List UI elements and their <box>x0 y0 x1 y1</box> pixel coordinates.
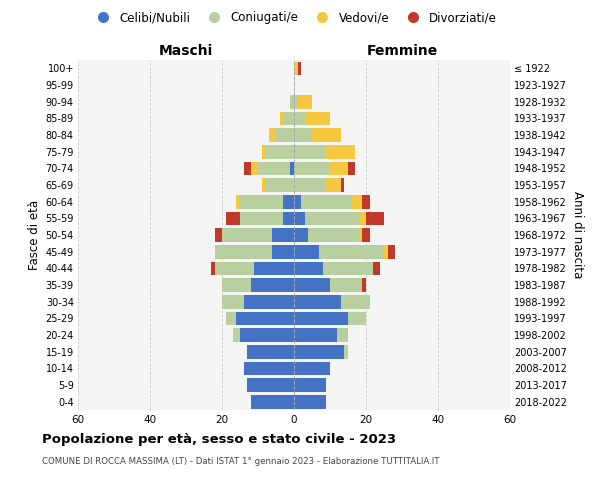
Bar <box>294 278 330 292</box>
Bar <box>308 228 359 242</box>
Bar <box>341 295 370 308</box>
Bar <box>233 328 240 342</box>
Bar <box>294 395 326 408</box>
Bar <box>251 395 294 408</box>
Bar <box>254 262 294 275</box>
Bar <box>362 278 366 292</box>
Bar <box>294 62 298 75</box>
Bar <box>319 245 384 258</box>
Bar <box>366 212 384 225</box>
Bar <box>330 278 362 292</box>
Bar <box>222 278 251 292</box>
Bar <box>222 295 244 308</box>
Bar <box>236 312 294 325</box>
Bar <box>388 245 395 258</box>
Bar <box>294 128 312 142</box>
Bar <box>294 178 326 192</box>
Bar <box>294 212 305 225</box>
Bar <box>215 262 254 275</box>
Bar <box>348 162 355 175</box>
Bar <box>240 212 283 225</box>
Bar <box>326 178 341 192</box>
Bar <box>283 112 294 125</box>
Bar <box>305 112 330 125</box>
Y-axis label: Anni di nascita: Anni di nascita <box>571 192 584 278</box>
Bar <box>265 178 294 192</box>
Text: Maschi: Maschi <box>159 44 213 58</box>
Bar <box>352 195 362 208</box>
Bar <box>211 262 215 275</box>
Bar <box>344 345 348 358</box>
Bar <box>290 95 294 108</box>
Bar <box>294 112 305 125</box>
Y-axis label: Fasce di età: Fasce di età <box>28 200 41 270</box>
Bar <box>290 162 294 175</box>
Bar <box>294 378 326 392</box>
Bar <box>348 312 366 325</box>
Bar <box>244 362 294 375</box>
Bar <box>294 228 308 242</box>
Bar <box>294 345 344 358</box>
Bar <box>384 245 388 258</box>
Bar <box>247 378 294 392</box>
Bar <box>294 145 326 158</box>
Bar <box>301 195 352 208</box>
Bar <box>294 295 341 308</box>
Bar <box>251 278 294 292</box>
Bar <box>323 262 373 275</box>
Bar <box>265 145 294 158</box>
Text: Popolazione per età, sesso e stato civile - 2023: Popolazione per età, sesso e stato civil… <box>42 432 396 446</box>
Bar <box>215 245 272 258</box>
Bar <box>244 162 251 175</box>
Bar <box>341 178 344 192</box>
Bar <box>280 112 283 125</box>
Bar <box>272 228 294 242</box>
Bar <box>294 95 298 108</box>
Bar <box>326 145 355 158</box>
Bar <box>362 195 370 208</box>
Bar <box>294 312 348 325</box>
Bar <box>236 195 240 208</box>
Bar <box>262 145 265 158</box>
Bar <box>269 128 276 142</box>
Bar <box>337 328 348 342</box>
Bar <box>330 162 348 175</box>
Bar <box>294 362 330 375</box>
Bar <box>258 162 290 175</box>
Bar <box>276 128 294 142</box>
Bar <box>359 212 366 225</box>
Bar <box>312 128 341 142</box>
Bar <box>359 228 362 242</box>
Bar <box>251 162 258 175</box>
Bar <box>215 228 222 242</box>
Bar <box>226 212 240 225</box>
Bar <box>283 212 294 225</box>
Bar <box>362 228 370 242</box>
Bar <box>294 245 319 258</box>
Bar <box>298 62 301 75</box>
Bar <box>294 262 323 275</box>
Bar <box>240 328 294 342</box>
Bar <box>240 195 283 208</box>
Bar <box>262 178 265 192</box>
Bar <box>298 95 312 108</box>
Bar <box>283 195 294 208</box>
Bar <box>294 162 330 175</box>
Text: Femmine: Femmine <box>367 44 437 58</box>
Legend: Celibi/Nubili, Coniugati/e, Vedovi/e, Divorziati/e: Celibi/Nubili, Coniugati/e, Vedovi/e, Di… <box>86 6 502 29</box>
Bar <box>373 262 380 275</box>
Bar <box>247 345 294 358</box>
Bar <box>294 328 337 342</box>
Bar <box>222 228 272 242</box>
Text: COMUNE DI ROCCA MASSIMA (LT) - Dati ISTAT 1° gennaio 2023 - Elaborazione TUTTITA: COMUNE DI ROCCA MASSIMA (LT) - Dati ISTA… <box>42 458 439 466</box>
Bar <box>294 195 301 208</box>
Bar <box>272 245 294 258</box>
Bar <box>244 295 294 308</box>
Bar <box>305 212 359 225</box>
Bar <box>226 312 236 325</box>
